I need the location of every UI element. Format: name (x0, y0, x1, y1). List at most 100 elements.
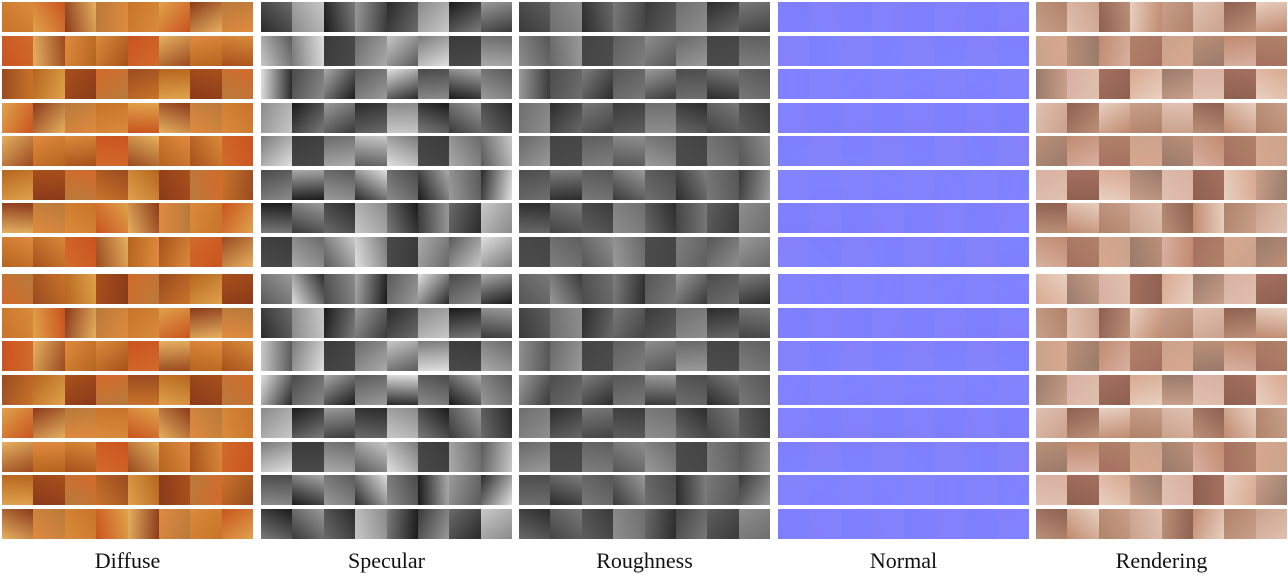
roughness-tile (707, 203, 739, 233)
specular-tile (261, 509, 293, 539)
specular-tile (449, 237, 481, 267)
roughness-tile (519, 475, 551, 505)
rendering-tile (1224, 170, 1256, 200)
roughness-tile (675, 2, 708, 32)
normal-tile (840, 442, 873, 472)
diffuse-tile (158, 103, 191, 133)
diffuse-tile (221, 308, 253, 338)
specular-tile (292, 237, 324, 267)
normal-tile (903, 2, 935, 32)
rendering-tile (1161, 136, 1193, 166)
roughness-tile (738, 2, 770, 32)
rendering-tile (1224, 69, 1256, 99)
specular-tile (449, 274, 481, 304)
rendering-tile (1098, 2, 1131, 32)
specular-tile (292, 308, 324, 338)
diffuse-tile (158, 2, 191, 32)
specular-tile (449, 509, 481, 539)
roughness-tile (550, 203, 582, 233)
specular-tile (323, 408, 356, 438)
specular-tile (480, 341, 512, 371)
specular-tile (355, 375, 387, 405)
diffuse-tile (64, 136, 97, 166)
rendering-tile (1192, 475, 1225, 505)
rendering-tile (1224, 103, 1256, 133)
normal-tile (934, 341, 967, 371)
roughness-row (519, 2, 770, 32)
roughness-tile (644, 408, 676, 438)
diffuse-tile (96, 274, 128, 304)
roughness-tile (707, 509, 739, 539)
specular-tile (449, 36, 481, 66)
roughness-tile (581, 375, 614, 405)
normal-tile (809, 2, 841, 32)
normal-tile (778, 136, 810, 166)
rendering-tile (1098, 136, 1131, 166)
specular-tile (386, 442, 418, 472)
diffuse-tile (96, 103, 128, 133)
normal-tile (809, 274, 841, 304)
rendering-tile (1192, 509, 1225, 539)
roughness-row (519, 341, 770, 371)
roughness-tile (550, 136, 582, 166)
rendering-row (1036, 475, 1287, 505)
roughness-row (519, 203, 770, 233)
specular-tile (386, 509, 418, 539)
diffuse-row (2, 69, 253, 99)
specular-tile (292, 408, 324, 438)
specular-tile (417, 408, 450, 438)
diffuse-tile (221, 475, 253, 505)
roughness-tile (550, 375, 582, 405)
rendering-row (1036, 341, 1287, 371)
specular-tile (449, 136, 481, 166)
roughness-tile (519, 341, 551, 371)
diffuse-tile (127, 2, 159, 32)
roughness-tile (613, 442, 645, 472)
roughness-row (519, 442, 770, 472)
specular-tile (417, 375, 450, 405)
specular-tile (355, 442, 387, 472)
normal-tile (997, 103, 1029, 133)
rendering-tile (1192, 36, 1225, 66)
diffuse-row (2, 408, 253, 438)
roughness-tile (644, 341, 676, 371)
diffuse-row (2, 442, 253, 472)
normal-tile (840, 408, 873, 438)
roughness-tile (644, 509, 676, 539)
normal-tile (997, 136, 1029, 166)
diffuse-tile (190, 509, 222, 539)
diffuse-tile (158, 170, 191, 200)
roughness-tile (644, 274, 676, 304)
diffuse-tile (2, 136, 34, 166)
normal-tile (872, 442, 904, 472)
specular-tile (261, 442, 293, 472)
roughness-tile (707, 69, 739, 99)
rendering-tile (1161, 274, 1193, 304)
diffuse-tile (33, 203, 65, 233)
specular-tile (292, 136, 324, 166)
rendering-tile (1036, 170, 1068, 200)
normal-tile (997, 408, 1029, 438)
specular-tile (417, 274, 450, 304)
diffuse-row (2, 2, 253, 32)
rendering-tile (1161, 103, 1193, 133)
diffuse-row (2, 237, 253, 267)
normal-tile (778, 408, 810, 438)
specular-tile (386, 274, 418, 304)
specular-tile (292, 509, 324, 539)
specular-tile (261, 203, 293, 233)
normal-tile (966, 36, 998, 66)
rendering-tile (1161, 341, 1193, 371)
specular-tile (480, 203, 512, 233)
roughness-tile (707, 103, 739, 133)
diffuse-tile (158, 509, 191, 539)
diffuse-tile (96, 69, 128, 99)
rendering-tile (1067, 2, 1099, 32)
roughness-tile (550, 408, 582, 438)
roughness-row (519, 36, 770, 66)
roughness-tile (644, 103, 676, 133)
diffuse-tile (221, 2, 253, 32)
normal-tile (872, 509, 904, 539)
roughness-tile (644, 442, 676, 472)
specular-tile (292, 103, 324, 133)
